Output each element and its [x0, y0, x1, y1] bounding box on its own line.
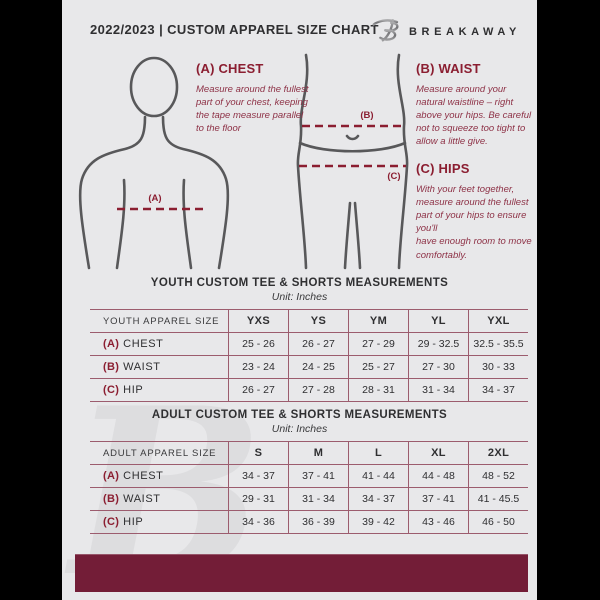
value-cell: 46 - 50 — [468, 511, 528, 533]
value-cell: 28 - 31 — [348, 379, 408, 401]
youth-hip-row: (C) HIP 26 - 27 27 - 28 28 - 31 31 - 34 … — [90, 379, 528, 402]
youth-table-unit: Unit: Inches — [271, 291, 328, 303]
youth-header-row: YOUTH APPAREL SIZE YXS YS YM YL YXL — [90, 310, 528, 333]
hips-instructions: (C) HIPS With your feet together, measur… — [416, 161, 537, 262]
value-cell: 25 - 26 — [228, 333, 288, 355]
row-label: (C) HIP — [103, 516, 144, 528]
size-cell: S — [228, 442, 288, 464]
adult-hip-row: (C) HIP 34 - 36 36 - 39 39 - 42 43 - 46 … — [90, 511, 528, 534]
waist-body-text: Measure around your natural waistline – … — [416, 84, 532, 148]
size-chart-page: 2022/2023 | CUSTOM APPAREL SIZE CHART — [62, 0, 537, 600]
breakaway-logo-icon — [372, 19, 399, 42]
chest-instructions: (A) CHEST Measure around the fullest par… — [196, 61, 310, 135]
adult-table-unit: Unit: Inches — [271, 423, 328, 435]
youth-table-title: YOUTH CUSTOM TEE & SHORTS MEASUREMENTS — [150, 277, 449, 289]
size-cell: YL — [408, 310, 468, 332]
hip-line-label: (C) — [387, 171, 400, 182]
row-label: (B) WAIST — [103, 493, 161, 505]
youth-chest-row: (A) CHEST 25 - 26 26 - 27 27 - 29 29 - 3… — [90, 333, 528, 356]
value-cell: 34 - 36 — [228, 511, 288, 533]
value-cell: 30 - 33 — [468, 356, 528, 378]
value-cell: 26 - 27 — [288, 333, 348, 355]
row-label: (B) WAIST — [103, 361, 161, 373]
value-cell: 25 - 27 — [348, 356, 408, 378]
value-cell: 37 - 41 — [288, 465, 348, 487]
size-cell: L — [348, 442, 408, 464]
value-cell: 31 - 34 — [288, 488, 348, 510]
brand-name: BREAKAWAY — [409, 25, 521, 38]
value-cell: 29 - 31 — [228, 488, 288, 510]
value-cell: 31 - 34 — [408, 379, 468, 401]
value-cell: 27 - 28 — [288, 379, 348, 401]
adult-header-row: ADULT APPAREL SIZE S M L XL 2XL — [90, 442, 528, 465]
value-cell: 32.5 - 35.5 — [468, 333, 528, 355]
value-cell: 26 - 27 — [228, 379, 288, 401]
row-label: (A) CHEST — [103, 470, 164, 482]
youth-size-column-header: YOUTH APPAREL SIZE — [103, 315, 220, 327]
chest-heading: (A) CHEST — [196, 61, 264, 76]
hips-heading: (C) HIPS — [416, 161, 470, 176]
brand-block: BREAKAWAY — [372, 16, 521, 43]
size-cell: YS — [288, 310, 348, 332]
footer-bar — [75, 554, 528, 592]
waist-heading: (B) WAIST — [416, 61, 481, 76]
chest-line-label: (A) — [148, 193, 161, 204]
chest-measurement-figure: (A) — [78, 56, 230, 270]
size-cell: 2XL — [468, 442, 528, 464]
value-cell: 36 - 39 — [288, 511, 348, 533]
waist-instructions: (B) WAIST Measure around your natural wa… — [416, 61, 534, 149]
waist-hip-measurement-figure: (B) (C) — [296, 53, 409, 270]
size-cell: YXS — [228, 310, 288, 332]
value-cell: 34 - 37 — [468, 379, 528, 401]
hips-body-text: With your feet together, measure around … — [416, 184, 532, 261]
adult-size-table: ADULT APPAREL SIZE S M L XL 2XL (A) CHES… — [90, 441, 528, 534]
adult-size-column-header: ADULT APPAREL SIZE — [103, 447, 217, 459]
page-title: 2022/2023 | CUSTOM APPAREL SIZE CHART — [90, 22, 379, 37]
value-cell: 41 - 45.5 — [468, 488, 528, 510]
value-cell: 34 - 37 — [348, 488, 408, 510]
value-cell: 39 - 42 — [348, 511, 408, 533]
adult-table-title: ADULT CUSTOM TEE & SHORTS MEASUREMENTS — [151, 409, 448, 421]
value-cell: 48 - 52 — [468, 465, 528, 487]
size-cell: YM — [348, 310, 408, 332]
value-cell: 23 - 24 — [228, 356, 288, 378]
youth-size-table: YOUTH APPAREL SIZE YXS YS YM YL YXL (A) … — [90, 309, 528, 402]
adult-chest-row: (A) CHEST 34 - 37 37 - 41 41 - 44 44 - 4… — [90, 465, 528, 488]
value-cell: 34 - 37 — [228, 465, 288, 487]
value-cell: 27 - 29 — [348, 333, 408, 355]
size-cell: XL — [408, 442, 468, 464]
youth-waist-row: (B) WAIST 23 - 24 24 - 25 25 - 27 27 - 3… — [90, 356, 528, 379]
size-cell: YXL — [468, 310, 528, 332]
value-cell: 27 - 30 — [408, 356, 468, 378]
row-label: (A) CHEST — [103, 338, 164, 350]
chest-body-text: Measure around the fullest part of your … — [196, 84, 309, 135]
value-cell: 29 - 32.5 — [408, 333, 468, 355]
value-cell: 24 - 25 — [288, 356, 348, 378]
value-cell: 44 - 48 — [408, 465, 468, 487]
value-cell: 37 - 41 — [408, 488, 468, 510]
size-cell: M — [288, 442, 348, 464]
value-cell: 43 - 46 — [408, 511, 468, 533]
row-label: (C) HIP — [103, 384, 144, 396]
waist-line-label: (B) — [360, 110, 373, 121]
adult-waist-row: (B) WAIST 29 - 31 31 - 34 34 - 37 37 - 4… — [90, 488, 528, 511]
value-cell: 41 - 44 — [348, 465, 408, 487]
